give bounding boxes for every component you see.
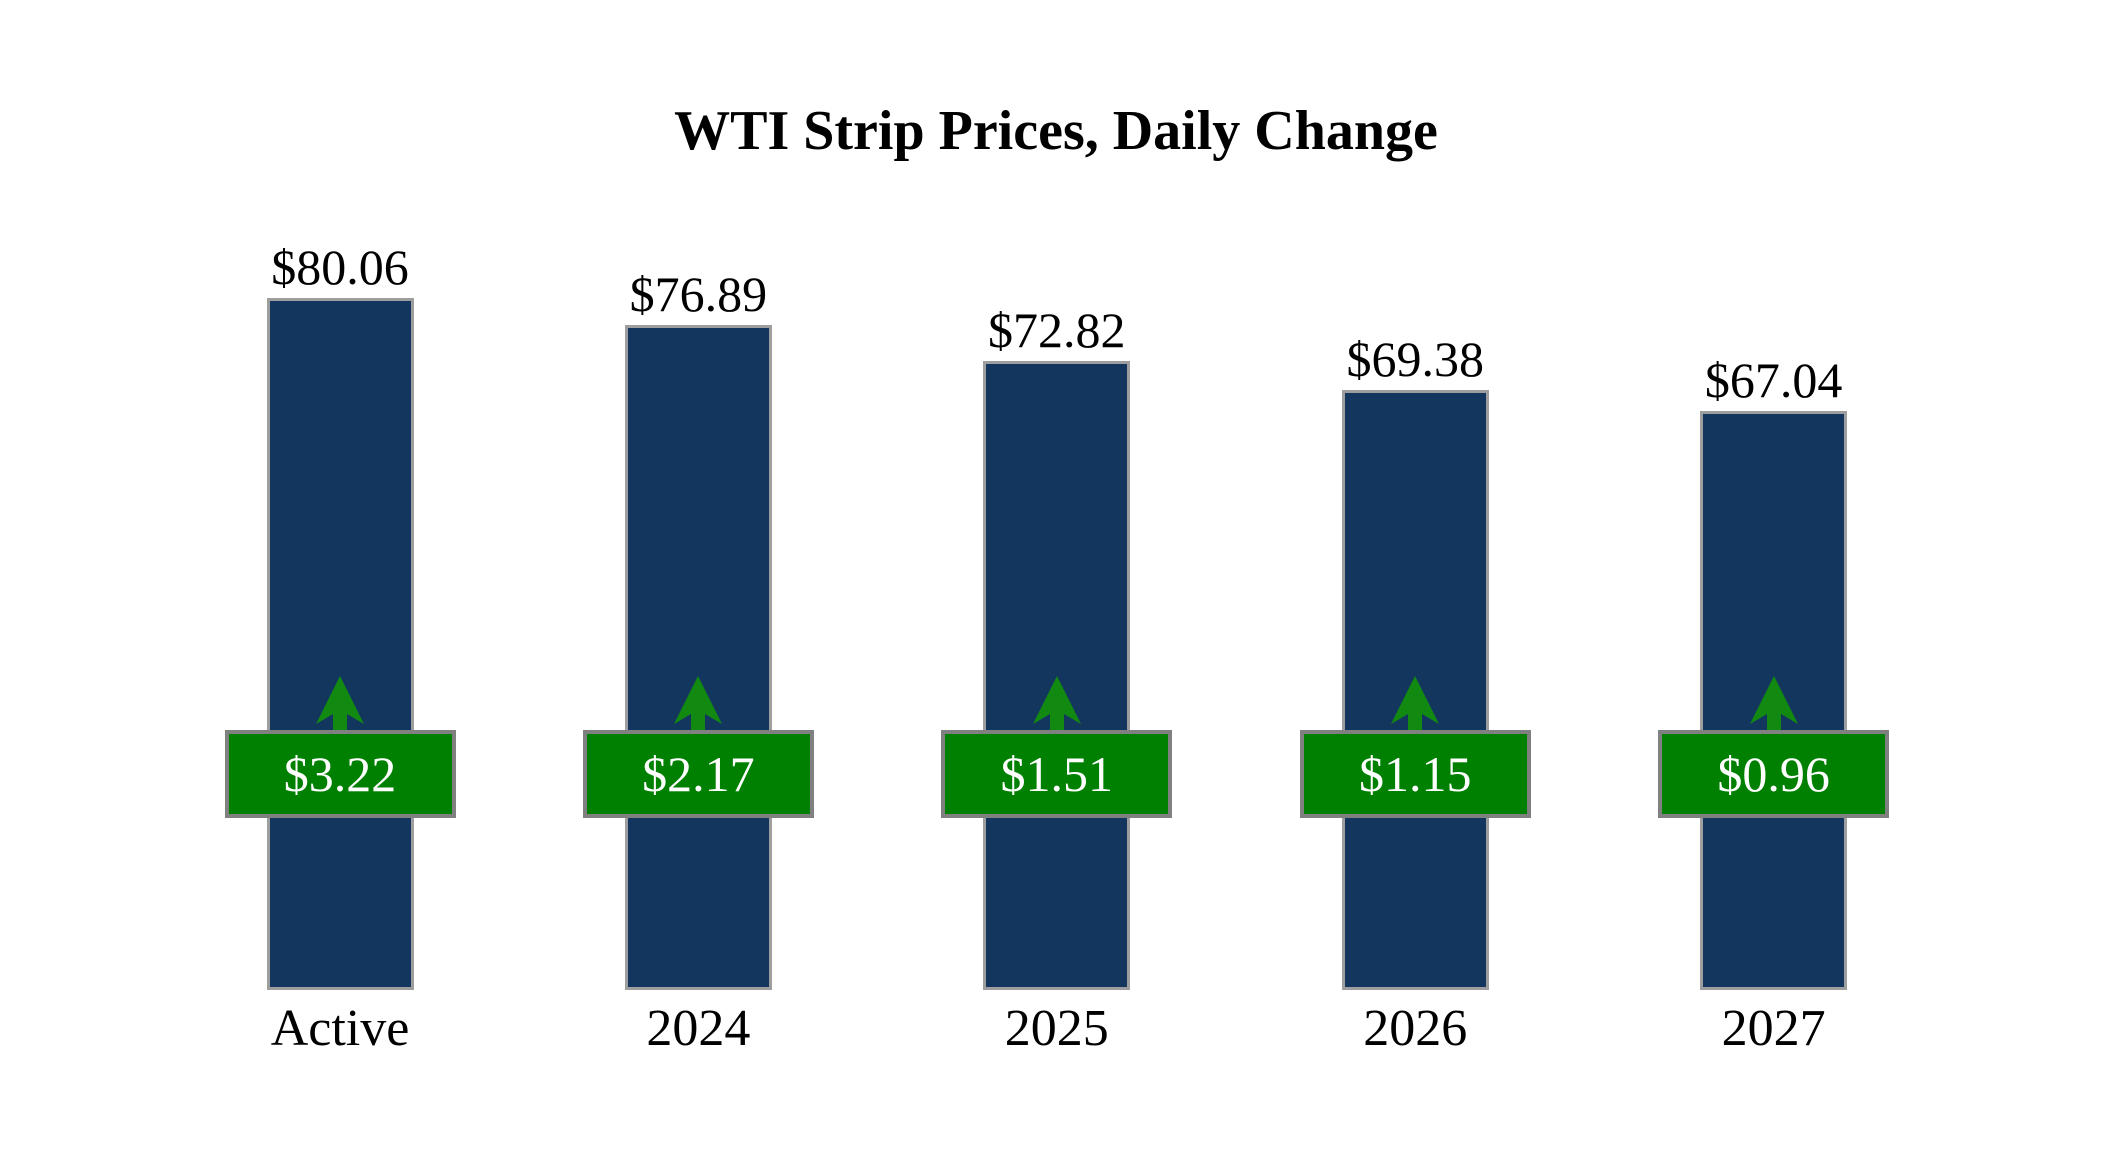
category-label: 2026	[1363, 1000, 1468, 1057]
change-badge-label: $0.96	[1717, 746, 1830, 802]
bar-value-label: $69.38	[1346, 331, 1484, 388]
bar-value-label: $76.89	[629, 266, 768, 323]
change-badge: $2.17	[582, 730, 814, 818]
bar-value-label: $67.04	[1704, 351, 1843, 408]
up-arrow-icon	[674, 676, 723, 730]
change-badge: $1.15	[1299, 730, 1531, 818]
category-label: 2024	[646, 1000, 751, 1057]
up-arrow-icon	[316, 676, 364, 730]
up-arrow-icon	[1391, 676, 1440, 730]
chart-title: WTI Strip Prices, Daily Change	[674, 100, 1438, 162]
category-label: 2027	[1721, 1000, 1826, 1057]
category-label: 2025	[1004, 1000, 1109, 1057]
change-badge-label: $1.15	[1358, 746, 1472, 802]
bar	[266, 298, 414, 990]
bar	[624, 325, 772, 990]
bar	[983, 360, 1131, 990]
change-badge: $3.22	[224, 730, 456, 818]
change-badge: $1.51	[941, 730, 1173, 818]
category-label: Active	[270, 1000, 410, 1057]
change-badge-label: $2.17	[642, 746, 755, 802]
bar-value-label: $80.06	[271, 239, 409, 295]
bar-value-label: $72.82	[988, 301, 1126, 358]
up-arrow-icon	[1749, 676, 1798, 730]
change-badge-label: $3.22	[283, 746, 397, 802]
change-badge: $0.96	[1658, 730, 1890, 818]
change-badge-label: $1.51	[1000, 746, 1114, 802]
up-arrow-icon	[1032, 676, 1081, 730]
